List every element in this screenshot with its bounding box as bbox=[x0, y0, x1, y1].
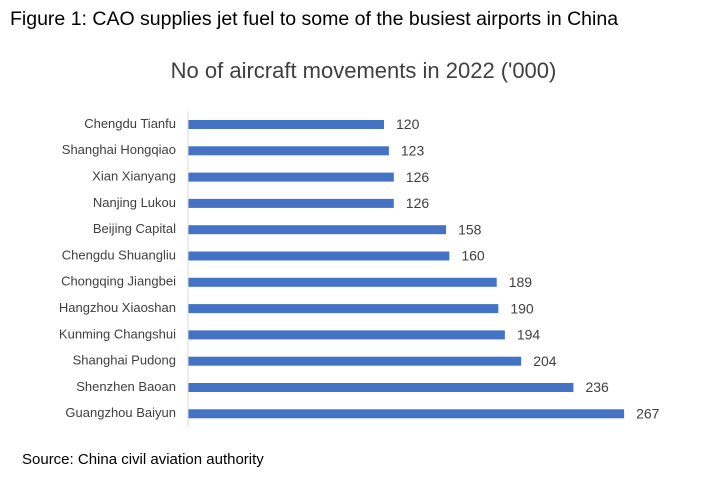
category-label: Kunming Changshui bbox=[59, 326, 176, 341]
bar bbox=[188, 304, 499, 314]
category-label: Chengdu Tianfu bbox=[84, 116, 176, 131]
category-label: Beijing Capital bbox=[93, 221, 176, 236]
data-label: 267 bbox=[636, 406, 660, 422]
category-label: Hangzhou Xiaoshan bbox=[59, 300, 176, 315]
data-label: 123 bbox=[401, 143, 425, 159]
category-label: Shanghai Pudong bbox=[73, 353, 176, 368]
source-note: Source: China civil aviation authority bbox=[22, 451, 264, 468]
data-label: 190 bbox=[510, 300, 534, 316]
bar bbox=[188, 120, 384, 129]
bar bbox=[188, 277, 497, 287]
category-label: Shenzhen Baoan bbox=[76, 379, 176, 394]
category-label: Nanjing Lukou bbox=[93, 195, 176, 210]
data-label: 204 bbox=[533, 353, 557, 369]
data-label: 194 bbox=[517, 327, 541, 343]
bar bbox=[188, 172, 394, 182]
data-label: 158 bbox=[458, 221, 482, 237]
bar bbox=[188, 383, 574, 392]
bar bbox=[188, 225, 447, 235]
bar bbox=[188, 251, 450, 261]
category-label: Chengdu Shuangliu bbox=[62, 247, 176, 262]
bar bbox=[188, 198, 394, 208]
data-label: 126 bbox=[406, 195, 430, 211]
data-label: 189 bbox=[509, 274, 533, 290]
data-label: 120 bbox=[396, 116, 420, 132]
category-label: Chongqing Jiangbei bbox=[61, 274, 176, 289]
bar bbox=[188, 409, 625, 419]
bar bbox=[188, 146, 389, 156]
chart-title: No of aircraft movements in 2022 ('000) bbox=[170, 58, 557, 83]
data-label: 160 bbox=[461, 248, 485, 264]
figure-title: Figure 1: CAO supplies jet fuel to some … bbox=[10, 8, 619, 30]
bar bbox=[188, 330, 505, 340]
category-label: Guangzhou Baiyun bbox=[65, 405, 176, 420]
data-label: 126 bbox=[406, 169, 430, 185]
bars-layer: Chengdu Tianfu 120 Shanghai Hongqiao 123 Xia… bbox=[59, 116, 660, 422]
bar bbox=[188, 356, 522, 366]
category-label: Shanghai Hongqiao bbox=[62, 142, 176, 157]
category-label: Xian Xianyang bbox=[92, 169, 176, 184]
data-label: 236 bbox=[585, 379, 609, 395]
